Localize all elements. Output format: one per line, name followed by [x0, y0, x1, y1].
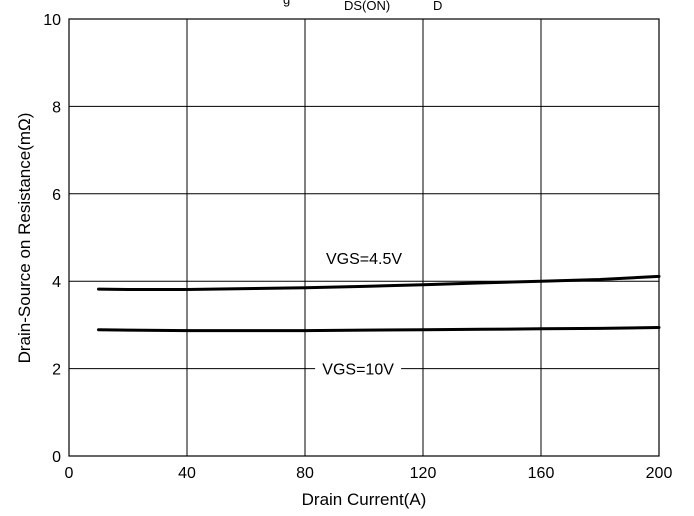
title-fragment-g: g: [283, 0, 290, 7]
series-line: [97, 274, 661, 291]
x-axis-label: Drain Current(A): [302, 490, 427, 509]
y-axis-label: Drain-Source on Resistance(mΩ): [15, 113, 34, 364]
x-tick-label: 80: [296, 465, 314, 482]
x-axis-ticks: 0 40 80 120 160 200: [65, 465, 673, 482]
x-tick-label: 0: [65, 465, 74, 482]
y-tick-label: 8: [52, 99, 61, 116]
title-fragment-d: D: [433, 0, 442, 13]
y-tick-label: 6: [52, 187, 61, 204]
y-tick-label: 2: [52, 362, 61, 379]
y-tick-label: 0: [52, 449, 61, 466]
series-label-background: [315, 357, 402, 380]
plot-area-frame: [68, 18, 660, 457]
series-curves: [97, 274, 661, 333]
title-fragment-ds-on: DS(ON): [344, 0, 390, 13]
x-tick-label: 40: [178, 465, 196, 482]
y-tick-label: 10: [43, 12, 61, 29]
series-line: [97, 326, 661, 333]
x-tick-label: 160: [528, 465, 555, 482]
x-tick-label: 120: [410, 465, 437, 482]
x-tick-label: 200: [646, 465, 673, 482]
y-tick-label: 4: [52, 274, 61, 291]
series-label-vgs-4.5v: VGS=4.5V: [326, 251, 402, 268]
series-labels: VGS=4.5V VGS=10V: [315, 251, 402, 380]
series-label-vgs-10v: VGS=10V: [322, 362, 394, 379]
grid-lines: [69, 19, 659, 456]
chart-title: g DS(ON) D: [283, 0, 442, 13]
y-axis-ticks: 0 2 4 6 8 10: [43, 12, 61, 466]
